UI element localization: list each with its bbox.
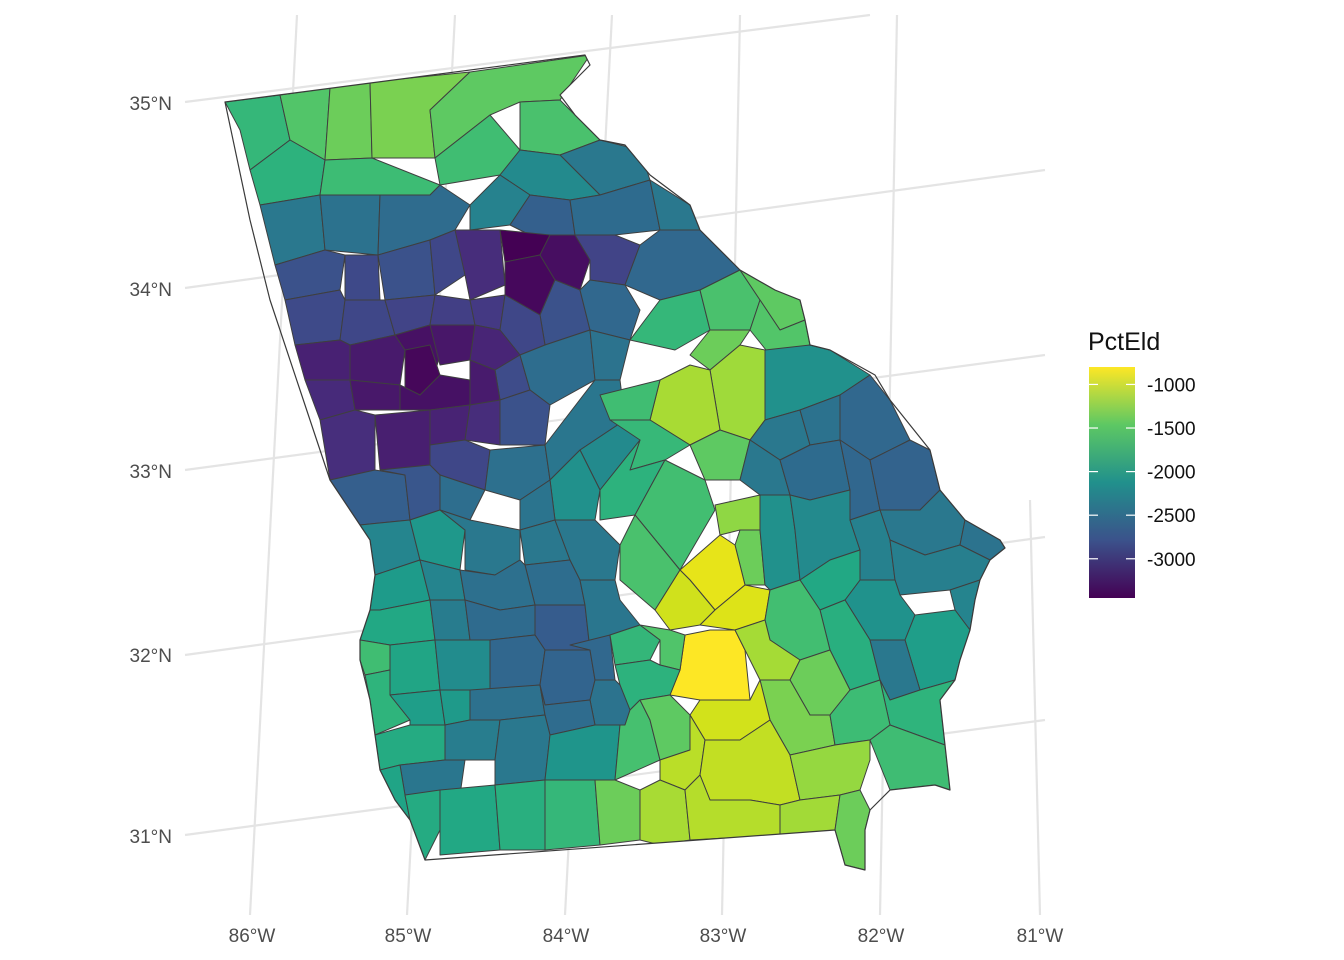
legend-colorbar bbox=[1089, 367, 1135, 598]
legend: PctEld -1000 -1500 -2000 -2500 -3000 bbox=[1088, 328, 1196, 598]
county-region[interactable] bbox=[539, 649, 596, 706]
county-region[interactable] bbox=[429, 55, 591, 159]
county-region[interactable] bbox=[359, 639, 391, 676]
lat-label-33n: 33°N bbox=[130, 462, 172, 483]
county-region[interactable] bbox=[429, 294, 476, 326]
county-region[interactable] bbox=[689, 329, 751, 371]
county-region[interactable] bbox=[629, 289, 711, 351]
county-region[interactable] bbox=[494, 779, 546, 851]
county-region[interactable] bbox=[389, 639, 441, 696]
county-region[interactable] bbox=[349, 379, 401, 411]
county-region[interactable] bbox=[374, 409, 431, 471]
county-region[interactable] bbox=[439, 784, 501, 856]
county-region[interactable] bbox=[469, 684, 546, 721]
county-region[interactable] bbox=[489, 634, 546, 691]
county-region[interactable] bbox=[609, 624, 661, 666]
axis-labels: 86°W 85°W 84°W 83°W 82°W 81°W 35°N 34°N … bbox=[130, 94, 1064, 947]
lon-label-85w: 85°W bbox=[385, 926, 432, 947]
lon-label-81w: 81°W bbox=[1017, 926, 1064, 947]
legend-tick-label: -2500 bbox=[1147, 506, 1196, 527]
county-region[interactable] bbox=[284, 289, 346, 346]
state-outline bbox=[224, 54, 1006, 871]
county-region[interactable] bbox=[294, 339, 351, 381]
county-region[interactable] bbox=[324, 81, 373, 161]
county-region[interactable] bbox=[349, 334, 406, 386]
lon-label-83w: 83°W bbox=[700, 926, 747, 947]
lat-label-31n: 31°N bbox=[130, 827, 172, 848]
county-region[interactable] bbox=[319, 409, 376, 481]
county-layer bbox=[225, 55, 1005, 870]
county-region[interactable] bbox=[494, 714, 551, 786]
county-region[interactable] bbox=[344, 254, 381, 301]
county-region[interactable] bbox=[319, 194, 381, 256]
lon-label-86w: 86°W bbox=[229, 926, 276, 947]
county-region[interactable] bbox=[444, 719, 501, 761]
county-region[interactable] bbox=[429, 599, 471, 641]
county-region[interactable] bbox=[464, 399, 501, 446]
lon-label-84w: 84°W bbox=[543, 926, 590, 947]
legend-title: PctEld bbox=[1088, 328, 1160, 356]
lat-label-32n: 32°N bbox=[130, 646, 172, 667]
county-region[interactable] bbox=[434, 639, 491, 691]
county-region[interactable] bbox=[714, 494, 761, 536]
county-region[interactable] bbox=[639, 779, 691, 846]
legend-tick-label: -2000 bbox=[1147, 463, 1196, 484]
county-region[interactable] bbox=[599, 379, 661, 421]
county-region[interactable] bbox=[544, 779, 601, 851]
legend-ticks: -1000 -1500 -2000 -2500 -3000 bbox=[1089, 375, 1196, 571]
county-region[interactable] bbox=[319, 157, 441, 196]
parallel-35n bbox=[184, 13, 871, 104]
county-region[interactable] bbox=[404, 789, 441, 861]
lon-label-82w: 82°W bbox=[858, 926, 905, 947]
meridian-81w bbox=[1028, 499, 1042, 916]
county-region[interactable] bbox=[454, 229, 506, 301]
legend-tick-label: -1000 bbox=[1147, 375, 1196, 396]
legend-tick-label: -3000 bbox=[1147, 550, 1196, 571]
county-region[interactable] bbox=[429, 404, 471, 446]
county-region[interactable] bbox=[409, 509, 466, 571]
lat-label-35n: 35°N bbox=[130, 94, 172, 115]
lat-label-34n: 34°N bbox=[130, 280, 172, 301]
county-region[interactable] bbox=[734, 529, 766, 586]
county-region[interactable] bbox=[594, 779, 641, 846]
legend-tick-label: -1500 bbox=[1147, 419, 1196, 440]
county-region[interactable] bbox=[274, 249, 346, 301]
county-region[interactable] bbox=[544, 724, 621, 781]
county-region[interactable] bbox=[499, 389, 551, 446]
